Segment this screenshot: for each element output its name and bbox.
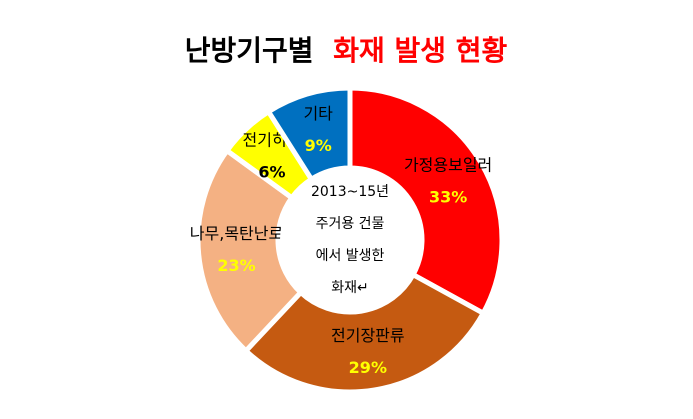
donut-slice [347,85,505,317]
category-label: 전기장판류 [331,326,405,345]
center-text: 에서 발생한 [316,248,385,264]
donut-slice [265,85,353,183]
center-text: 화재↵ [331,280,369,296]
value-label: 9% [305,136,332,155]
title-part: 난방기구별 [185,34,314,67]
center-text: 2013~15년 [311,184,389,200]
donut-hole [280,170,420,310]
donut-slice [195,147,305,355]
donut-slice [242,271,487,395]
value-label: 33% [429,187,467,206]
value-label: 29% [349,358,387,377]
category-label: 나무,목탄난로 [190,224,283,243]
value-label: 23% [217,256,255,275]
value-label: 6% [258,162,285,181]
category-label: 기타 [303,104,333,123]
center-text: 주거용 건물 [316,216,385,232]
title-part: 화재 발생 현황 [333,34,507,67]
category-label: 가정용보일러 [404,155,492,174]
chart-title: 난방기구별 화재 발생 현황 [185,34,508,67]
